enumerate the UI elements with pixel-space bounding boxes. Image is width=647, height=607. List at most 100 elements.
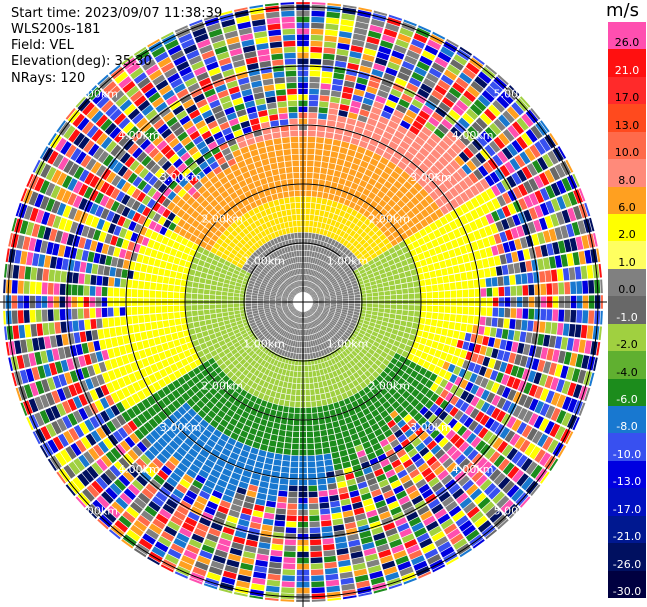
velocity-gate — [122, 470, 135, 483]
velocity-gate — [439, 194, 449, 205]
velocity-gate — [442, 233, 451, 243]
velocity-gate — [62, 175, 73, 189]
velocity-gate — [258, 379, 265, 387]
velocity-gate — [322, 277, 328, 283]
velocity-gate — [415, 212, 425, 222]
velocity-gate — [441, 167, 452, 179]
velocity-gate — [221, 253, 228, 260]
velocity-gate — [489, 171, 500, 184]
velocity-gate — [145, 528, 160, 540]
velocity-gate — [258, 486, 268, 495]
velocity-gate — [349, 343, 356, 350]
velocity-gate — [248, 350, 255, 357]
velocity-gate — [402, 114, 414, 125]
velocity-gate — [584, 249, 592, 264]
velocity-gate — [60, 141, 72, 155]
velocity-gate — [346, 117, 357, 126]
velocity-gate — [258, 542, 271, 550]
velocity-gate — [403, 577, 417, 585]
velocity-gate — [167, 291, 174, 299]
velocity-gate — [320, 374, 326, 382]
velocity-gate — [309, 70, 321, 77]
velocity-gate — [431, 530, 446, 542]
velocity-gate — [236, 486, 247, 495]
velocity-gate — [327, 168, 335, 176]
velocity-gate — [338, 280, 344, 285]
velocity-gate — [419, 188, 429, 198]
velocity-gate — [247, 533, 259, 542]
velocity-gate — [276, 441, 284, 449]
velocity-gate — [139, 323, 146, 332]
velocity-gate — [226, 423, 235, 432]
velocity-gate — [320, 247, 325, 254]
velocity-gate — [157, 437, 168, 448]
velocity-gate — [353, 419, 361, 427]
velocity-gate — [341, 204, 349, 212]
velocity-gate — [56, 418, 68, 432]
velocity-gate — [454, 155, 465, 167]
velocity-gate — [123, 453, 135, 465]
velocity-gate — [115, 326, 122, 336]
velocity-gate — [548, 228, 557, 242]
velocity-gate — [193, 500, 205, 511]
velocity-gate — [351, 341, 358, 347]
velocity-gate — [324, 294, 330, 297]
velocity-gate — [246, 379, 254, 387]
velocity-gate — [340, 98, 351, 106]
velocity-gate — [450, 449, 462, 461]
velocity-gate — [316, 339, 321, 345]
velocity-gate — [167, 403, 177, 413]
velocity-gate — [214, 366, 223, 375]
velocity-gate — [393, 180, 403, 190]
velocity-gate — [267, 573, 281, 581]
velocity-gate — [336, 292, 342, 296]
velocity-gate — [275, 303, 282, 306]
velocity-gate — [388, 247, 396, 254]
velocity-gate — [342, 372, 349, 379]
velocity-gate — [547, 439, 559, 454]
velocity-gate — [310, 315, 315, 321]
velocity-gate — [312, 304, 318, 308]
velocity-gate — [374, 537, 388, 547]
velocity-gate — [462, 234, 471, 245]
velocity-gate — [304, 274, 307, 281]
velocity-gate — [462, 253, 470, 263]
velocity-gate — [419, 279, 426, 287]
velocity-gate — [323, 549, 336, 557]
velocity-gate — [528, 207, 538, 220]
velocity-gate — [236, 320, 243, 325]
velocity-gate — [546, 309, 553, 321]
velocity-gate — [52, 348, 60, 361]
velocity-gate — [330, 151, 339, 158]
velocity-gate — [362, 188, 371, 197]
velocity-gate — [118, 474, 131, 487]
velocity-gate — [459, 134, 471, 146]
velocity-gate — [26, 417, 34, 431]
velocity-gate — [71, 284, 78, 296]
velocity-gate — [226, 371, 234, 379]
velocity-gate — [318, 344, 323, 351]
velocity-gate — [408, 516, 422, 527]
velocity-gate — [227, 331, 235, 337]
velocity-gate — [121, 269, 128, 279]
velocity-gate — [228, 477, 239, 486]
velocity-gate — [391, 544, 405, 554]
velocity-gate — [313, 167, 321, 174]
velocity-gate — [330, 294, 336, 297]
velocity-gate — [95, 351, 104, 362]
velocity-gate — [484, 225, 493, 236]
velocity-gate — [339, 25, 353, 33]
velocity-gate — [366, 509, 378, 518]
velocity-gate — [284, 318, 289, 323]
velocity-gate — [278, 349, 283, 355]
velocity-gate — [576, 281, 583, 294]
velocity-gate — [296, 317, 300, 323]
velocity-gate — [145, 483, 158, 495]
velocity-gate — [445, 337, 453, 346]
velocity-gate — [547, 150, 559, 165]
velocity-gate — [261, 337, 268, 344]
velocity-gate — [156, 283, 163, 291]
velocity-gate — [307, 443, 315, 450]
velocity-gate — [392, 230, 400, 239]
velocity-gate — [321, 71, 333, 78]
